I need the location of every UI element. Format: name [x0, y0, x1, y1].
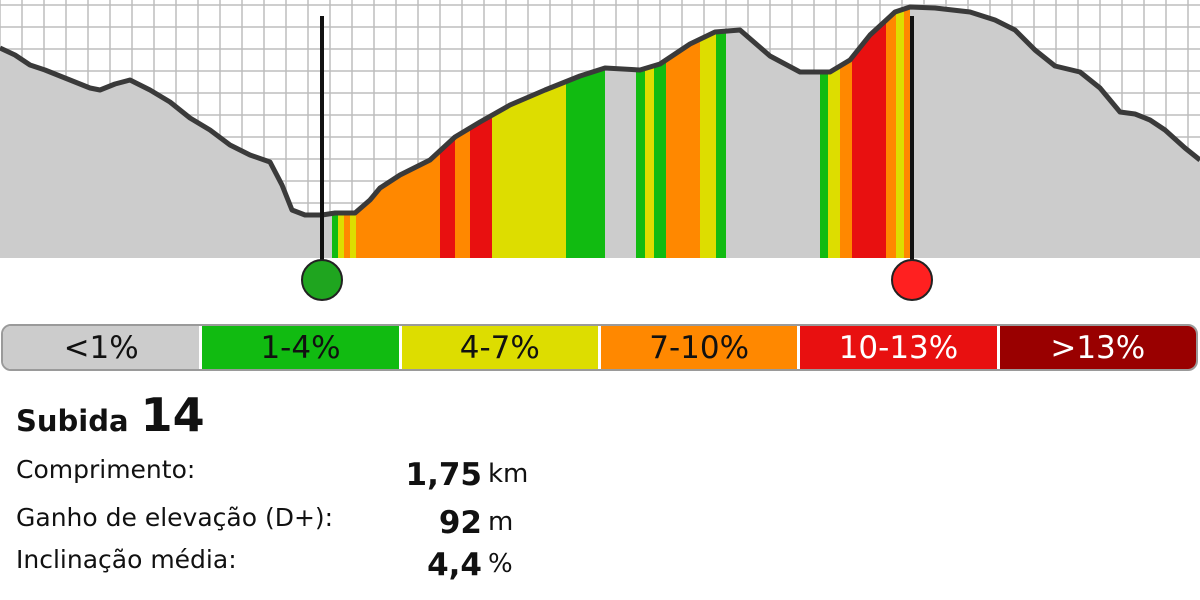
climb-end-marker[interactable]	[891, 259, 933, 301]
legend-item: 4-7%	[401, 326, 601, 369]
grade-segment	[820, 7, 828, 258]
grade-segment	[840, 7, 852, 258]
stat-average-grade: Inclinação média: 4,4 %	[16, 545, 576, 585]
legend-item: <1%	[3, 326, 203, 369]
grade-segment	[666, 7, 700, 258]
climb-title: Subida 14	[16, 388, 205, 442]
profile-baseline-band	[0, 258, 1200, 320]
stat-value: 4,4	[427, 547, 482, 583]
legend-item: 10-13%	[800, 326, 1000, 369]
grade-segment	[344, 7, 350, 258]
grade-segment	[886, 7, 896, 258]
grade-segment	[904, 7, 910, 258]
grade-segment	[896, 7, 904, 258]
grade-segment	[356, 7, 440, 258]
grade-segment	[700, 7, 716, 258]
stat-length: Comprimento: 1,75 km	[16, 455, 576, 495]
legend-item: >13%	[999, 326, 1196, 369]
legend-item: 7-10%	[600, 326, 801, 369]
stat-unit: km	[488, 459, 529, 489]
grade-segment	[338, 7, 344, 258]
climb-number: 14	[140, 388, 205, 442]
grade-segment	[350, 7, 356, 258]
stat-unit: %	[488, 549, 513, 579]
grade-segment	[636, 7, 645, 258]
climb-title-word: Subida	[16, 404, 129, 438]
elevation-profile	[0, 0, 1200, 320]
grade-segment	[332, 7, 338, 258]
profile-outline	[0, 4, 1200, 218]
stat-label: Inclinação média:	[16, 545, 237, 574]
stat-label: Ganho de elevação (D+):	[16, 503, 334, 532]
grade-segment	[492, 7, 498, 258]
stat-elevation-gain: Ganho de elevação (D+): 92 m	[16, 503, 576, 543]
stat-label: Comprimento:	[16, 455, 196, 484]
legend-item: 1-4%	[202, 326, 402, 369]
grade-segment	[498, 7, 566, 258]
stat-unit: m	[488, 507, 514, 537]
climb-start-marker[interactable]	[301, 259, 343, 301]
grade-segment	[440, 7, 455, 258]
grade-segment	[828, 7, 840, 258]
grade-segment	[654, 7, 666, 258]
grade-segment	[470, 7, 492, 258]
grade-segment	[645, 7, 654, 258]
grade-segment	[716, 7, 726, 258]
stat-value: 92	[438, 505, 482, 541]
stat-value: 1,75	[405, 457, 483, 493]
grade-legend: <1% 1-4% 4-7% 7-10% 10-13% >13%	[1, 324, 1198, 371]
